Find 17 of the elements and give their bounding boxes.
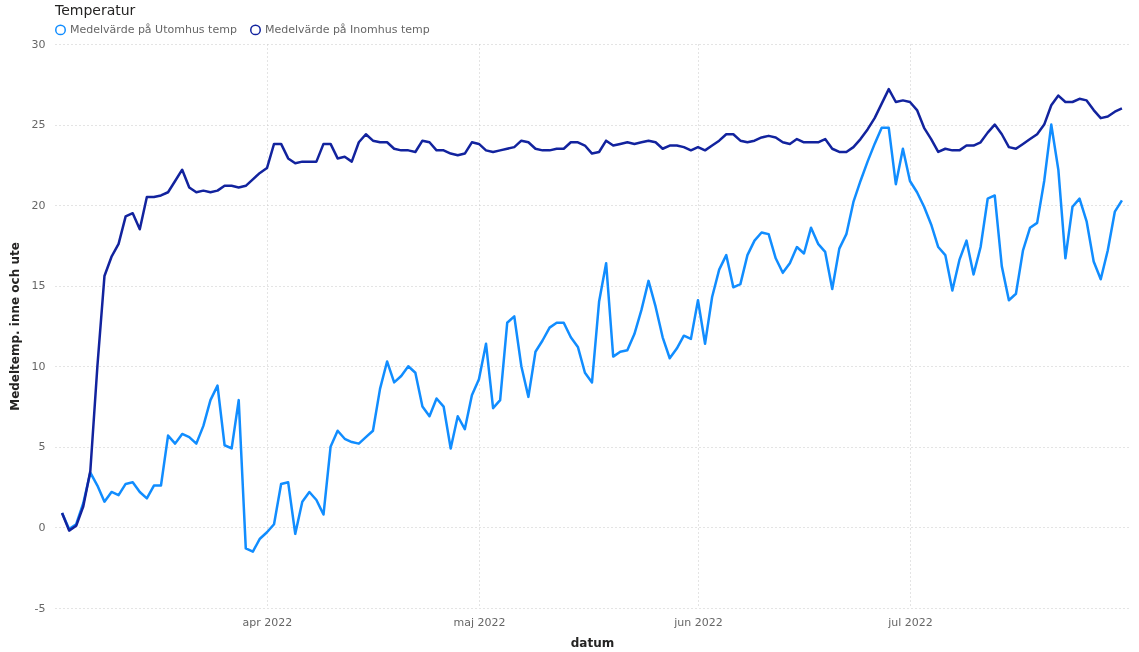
x-axis-title: datum <box>570 635 615 650</box>
y-tick-label: 20 <box>31 198 46 212</box>
x-tick-label: jul 2022 <box>887 615 933 629</box>
y-tick-label: 0 <box>38 520 46 534</box>
legend-label: Medelvärde på Utomhus temp <box>70 22 237 36</box>
y-tick-label: 30 <box>31 37 46 51</box>
chart-title: Temperatur <box>54 2 136 18</box>
x-tick-label: jun 2022 <box>673 615 723 629</box>
x-tick-label: maj 2022 <box>453 615 506 629</box>
y-axis-title: Medeltemp. inne och ute <box>7 242 22 411</box>
y-tick-label: 10 <box>31 359 46 373</box>
y-tick-label: 15 <box>31 279 46 293</box>
x-tick-label: apr 2022 <box>242 615 293 629</box>
y-tick-label: 5 <box>38 440 46 454</box>
legend-label: Medelvärde på Inomhus temp <box>265 22 430 36</box>
y-tick-label: 25 <box>31 118 46 132</box>
y-tick-label: -5 <box>34 601 46 615</box>
